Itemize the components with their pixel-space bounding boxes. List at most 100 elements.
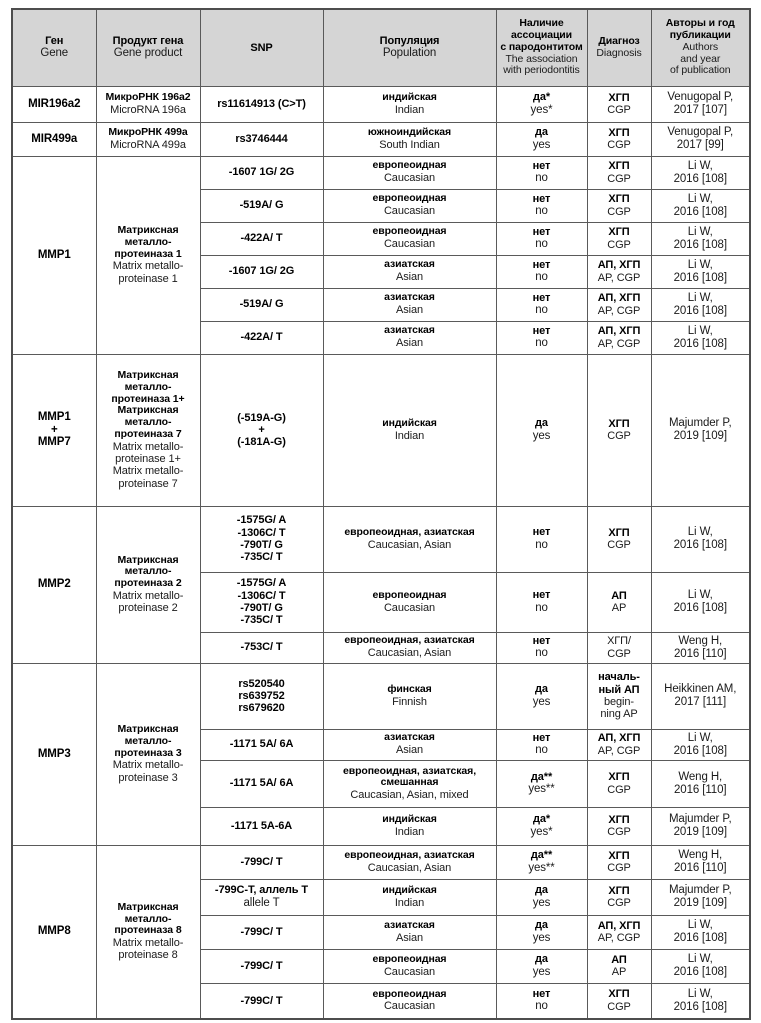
column-header-gene: Ген Gene xyxy=(11,8,97,87)
cell-population: европеоидная, азиатская Caucasian, Asian xyxy=(322,631,497,664)
table-header-row: Ген Gene Продукт гена Gene product SNP Популя… xyxy=(11,8,751,87)
cell-authors-year: Li W, 2016 [108] xyxy=(650,155,751,190)
table-row: -1171 5A-6A индийская Indian да* yes* ХГП CGP M… xyxy=(12,806,751,846)
cell-gene-product: Матриксная металло-протеиназа 1+ Матриксна… xyxy=(95,353,201,507)
cell-gene-product: Матриксная металло-протеиназа 1 Matrix met… xyxy=(95,155,201,355)
cell-snp: -1171 5A/ 6A xyxy=(199,759,324,808)
cell-snp: rs520540 rs639752 rs679620 xyxy=(199,662,324,730)
cell-diagnosis: АП, ХГП AP, CGP xyxy=(586,914,652,950)
cell-diagnosis: ХГП CGP xyxy=(586,121,652,157)
cell-snp: -799C/ T xyxy=(199,844,324,880)
cell-diagnosis: АП, ХГП AP, CGP xyxy=(586,728,652,761)
column-header-authors: Авторы и год публикации Authors and year of … xyxy=(650,8,751,87)
cell-snp: -519A/ G xyxy=(199,188,324,223)
cell-gene-product: Матриксная металло-протеиназа 2 Matrix met… xyxy=(95,505,201,664)
cell-population: индийская Indian xyxy=(322,878,497,916)
cell-diagnosis: ХГП CGP xyxy=(586,353,652,507)
cell-population: европеоидная Caucasian xyxy=(322,221,497,256)
cell-authors-year: Li W, 2016 [108] xyxy=(650,571,751,633)
cell-association: да yes xyxy=(495,353,588,507)
cell-diagnosis: АП AP xyxy=(586,571,652,633)
cell-snp: -799C/ T xyxy=(199,982,324,1020)
table-row: -1171 5A/ 6A европеоидная, азиатская, смеш… xyxy=(12,759,751,808)
cell-gene-product: Матриксная металло-протеиназа 8 Matrix met… xyxy=(95,844,201,1020)
column-header-product: Продукт гена Gene product xyxy=(95,8,201,87)
cell-diagnosis: ХГП CGP xyxy=(586,806,652,846)
cell-population: азиатская Asian xyxy=(322,914,497,950)
cell-association: нет no xyxy=(495,155,588,190)
cell-association: да yes xyxy=(495,948,588,984)
cell-population: азиатская Asian xyxy=(322,320,497,355)
gene-polymorphism-table: Ген Gene Продукт гена Gene product SNP Популя… xyxy=(11,8,751,1020)
table-row: MMP1 + MMP7 Матриксная металло-протеиназа 1+… xyxy=(11,353,751,507)
cell-association: да yes xyxy=(495,878,588,916)
cell-diagnosis: ХГП CGP xyxy=(586,505,652,573)
cell-gene: MIR499a xyxy=(11,121,97,157)
cell-gene-product: МикроРНК 196a2 MicroRNA 196a xyxy=(95,85,201,123)
cell-population: азиатская Asian xyxy=(322,728,497,761)
cell-authors-year: Li W, 2016 [108] xyxy=(650,320,751,355)
cell-snp: -1607 1G/ 2G xyxy=(199,254,324,289)
cell-gene: MMP1 + MMP7 xyxy=(11,353,97,507)
cell-population: финская Finnish xyxy=(322,662,497,730)
table-row: MMP1 Матриксная металло-протеиназа 1 Matrix… xyxy=(11,155,751,355)
cell-snp: rs11614913 (C>T) xyxy=(199,85,324,123)
cell-population: европеоидная Caucasian xyxy=(322,948,497,984)
table-row: MMP8 Матриксная металло-протеиназа 8 Matrix… xyxy=(11,844,751,1020)
cell-authors-year: Heikkinen AM, 2017 [111] xyxy=(650,662,751,730)
cell-diagnosis: ХГП/CGP xyxy=(586,631,652,664)
cell-gene-product: Матриксная металло-протеиназа 3 Matrix met… xyxy=(95,662,201,846)
column-header-diagnosis: Диагноз Diagnosis xyxy=(586,8,652,87)
cell-population: европеоидная, азиатская, смешанная Caucasi… xyxy=(322,759,497,808)
cell-association: нет no xyxy=(495,505,588,573)
cell-snp: -753C/ T xyxy=(199,631,324,664)
cell-population: индийская Indian xyxy=(322,806,497,846)
table-row: MIR499a МикроРНК 499a MicroRNA 499a rs37464… xyxy=(11,121,751,157)
column-header-population: Популяция Population xyxy=(322,8,497,87)
cell-association: нет no xyxy=(495,320,588,355)
cell-authors-year: Li W, 2016 [108] xyxy=(650,982,751,1020)
table-header: Ген Gene Продукт гена Gene product SNP Популя… xyxy=(11,8,751,87)
cell-association: да** yes** xyxy=(495,759,588,808)
cell-authors-year: Li W, 2016 [108] xyxy=(650,914,751,950)
column-header-snp: SNP xyxy=(199,8,324,87)
cell-population: азиатская Asian xyxy=(322,254,497,289)
cell-association: нет no xyxy=(495,188,588,223)
cell-association: нет no xyxy=(495,631,588,664)
cell-association: да** yes** xyxy=(495,844,588,880)
cell-authors-year: Li W, 2016 [108] xyxy=(650,505,751,573)
cell-association: да yes xyxy=(495,914,588,950)
cell-authors-year: Li W, 2016 [108] xyxy=(650,188,751,223)
cell-gene: MMP1 xyxy=(11,155,97,355)
cell-association: нет no xyxy=(495,728,588,761)
table-body: MIR196a2 МикроРНК 196a2 MicroRNA 196a rs116… xyxy=(11,85,751,1020)
cell-diagnosis: АП, ХГП AP, CGP xyxy=(586,254,652,289)
cell-population: индийская Indian xyxy=(322,85,497,123)
cell-population: южноиндийская South Indian xyxy=(322,121,497,157)
cell-authors-year: Majumder P, 2019 [109] xyxy=(650,878,751,916)
cell-diagnosis: началь-ный АП begin-ning AP xyxy=(586,662,652,730)
table-row: MIR196a2 МикроРНК 196a2 MicroRNA 196a rs116… xyxy=(11,85,751,123)
table-row: -1607 1G/ 2G азиатская Asian нет no АП, ХГП AP… xyxy=(12,254,751,289)
cell-association: да* yes* xyxy=(495,806,588,846)
cell-association: да yes xyxy=(495,662,588,730)
cell-authors-year: Majumder P, 2019 [109] xyxy=(650,806,751,846)
cell-snp: -422A/ T xyxy=(199,221,324,256)
cell-diagnosis: ХГП CGP xyxy=(586,759,652,808)
cell-diagnosis: АП, ХГП AP, CGP xyxy=(586,320,652,355)
cell-authors-year: Weng H, 2016 [110] xyxy=(650,844,751,880)
cell-gene-product: МикроРНК 499a MicroRNA 499a xyxy=(95,121,201,157)
cell-authors-year: Li W, 2016 [108] xyxy=(650,221,751,256)
column-header-association: Наличие ассоциации с пародонтитом The assoc… xyxy=(495,8,588,87)
cell-diagnosis: ХГП CGP xyxy=(586,878,652,916)
cell-association: да yes xyxy=(495,121,588,157)
cell-association: нет no xyxy=(495,221,588,256)
cell-authors-year: Weng H, 2016 [110] xyxy=(650,759,751,808)
cell-population: европеоидная Caucasian xyxy=(322,982,497,1020)
cell-authors-year: Venugopal P, 2017 [99] xyxy=(650,121,751,157)
